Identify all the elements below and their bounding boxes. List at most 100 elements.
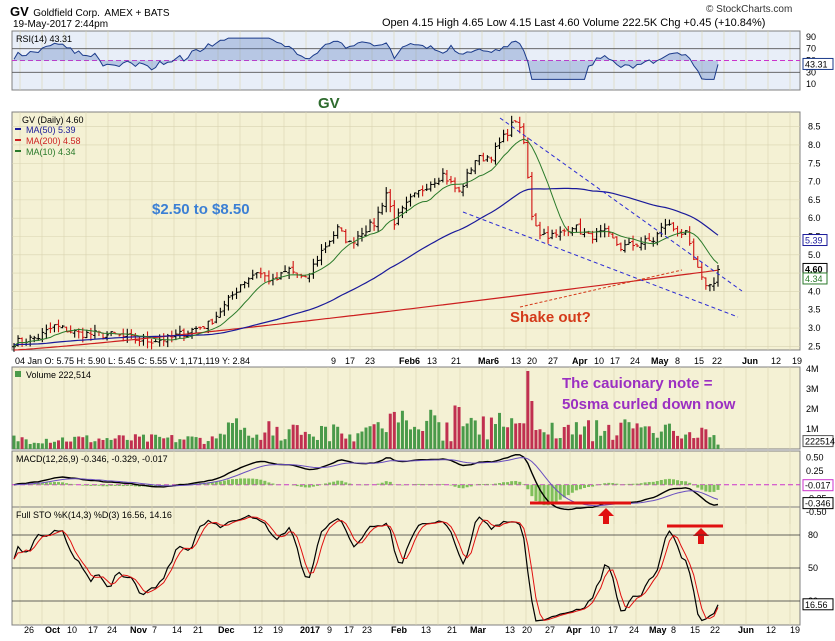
macd-histogram-bar [575,485,578,491]
volume-bar [186,436,189,449]
volume-bar [49,443,52,449]
volume-bar [563,427,566,449]
volume-bar [692,438,695,449]
macd-histogram-bar [296,485,299,486]
macd-histogram-bar [712,485,715,492]
volume-bar [514,424,517,449]
volume-bar [275,427,278,449]
volume-bar [567,425,570,449]
volume-bar [195,437,198,449]
price-x-tick-label: Mar6 [478,356,499,366]
macd-histogram-bar [215,482,218,485]
price-x-tick-label: Feb6 [399,356,420,366]
volume-bar [526,371,529,449]
volume-bar [118,435,121,449]
volume-bar [522,423,525,449]
bottom-x-tick-label: May [649,625,667,635]
volume-bar [158,437,161,449]
volume-tick-label: 2M [806,404,819,414]
macd-histogram-bar [672,479,675,484]
volume-bar [114,438,117,449]
bottom-x-tick-label: 21 [193,625,203,635]
macd-histogram-bar [579,485,582,489]
volume-bar [25,439,28,449]
bottom-x-tick-label: 14 [172,625,182,635]
volume-bar [717,445,720,449]
quote-line: Open 4.15 High 4.65 Low 4.15 Last 4.60 V… [382,17,765,29]
volume-bar [312,437,315,449]
volume-bar [700,428,703,449]
volume-tag-label: 222514 [805,437,835,447]
rsi-tick-label: 10 [806,79,816,89]
volume-bar [652,433,655,449]
volume-bar [138,437,141,449]
volume-bar [142,435,145,449]
macd-histogram-bar [636,484,639,485]
macd-histogram-bar [81,485,84,486]
volume-bar [263,433,266,449]
macd-histogram-bar [603,483,606,485]
price-tick-label: 6.5 [808,195,821,205]
gv-annotation: GV [318,95,340,112]
macd-legend: MACD(12,26,9) -0.346, -0.329, -0.017 [16,454,168,464]
volume-bar [365,428,368,449]
volume-bar [409,429,412,449]
macd-histogram-bar [583,485,586,488]
macd-histogram-bar [486,484,489,485]
macd-histogram-bar [607,483,610,485]
volume-bar [627,422,630,449]
price-x-tick-label: 17 [610,356,620,366]
bottom-x-tick-label: 10 [67,625,77,635]
macd-histogram-bar [255,479,258,485]
macd-histogram-bar [587,485,590,487]
macd-histogram-bar [676,480,679,485]
volume-bar [583,426,586,449]
volume-bar [425,421,428,449]
shakeout-annotation: Shake out? [510,309,591,326]
macd-histogram-bar [514,481,517,485]
volume-bar [106,438,109,449]
macd-histogram-bar [502,482,505,485]
volume-bar [579,435,582,449]
macd-histogram-bar [344,482,347,484]
macd-histogram-bar [324,483,327,484]
volume-bar [381,428,384,449]
sto-legend: Full STO %K(14,3) %D(3) 16.56, 14.16 [16,510,172,520]
symbol-label: GV [10,4,29,19]
volume-bar [429,410,432,449]
volume-bar [344,439,347,449]
macd-histogram-bar [425,484,428,485]
macd-histogram-bar [640,483,643,485]
company-label: Goldfield Corp. [33,8,100,19]
macd-histogram-bar [534,485,537,501]
macd-histogram-bar [114,485,117,486]
volume-bar [97,439,100,449]
macd-histogram-bar [102,485,105,486]
bottom-x-tick-label: 19 [790,625,800,635]
macd-histogram-bar [433,484,436,485]
price-legend-main: GV (Daily) 4.60 [22,115,84,125]
volume-bar [57,440,60,449]
volume-bar [316,440,319,449]
volume-bar [174,442,177,449]
volume-bar [29,444,32,449]
volume-bar [470,418,473,449]
volume-bar [656,438,659,449]
volume-bar [660,432,663,449]
volume-bar [421,431,424,449]
price-x-tick-label: 23 [365,356,375,366]
macd-histogram-bar [680,481,683,485]
volume-bar [219,434,222,449]
ma200-legend-swatch [15,139,21,141]
volume-bar [61,437,64,449]
macd-histogram-bar [332,482,335,485]
price-tick-label: 8.5 [808,122,821,132]
volume-bar [211,436,214,449]
volume-bar [102,440,105,449]
volume-bar [518,423,521,449]
volume-bar [207,441,210,449]
volume-tick-label: 4M [806,364,819,374]
macd-histogram-bar [118,485,121,486]
bottom-x-tick-label: 17 [344,625,354,635]
